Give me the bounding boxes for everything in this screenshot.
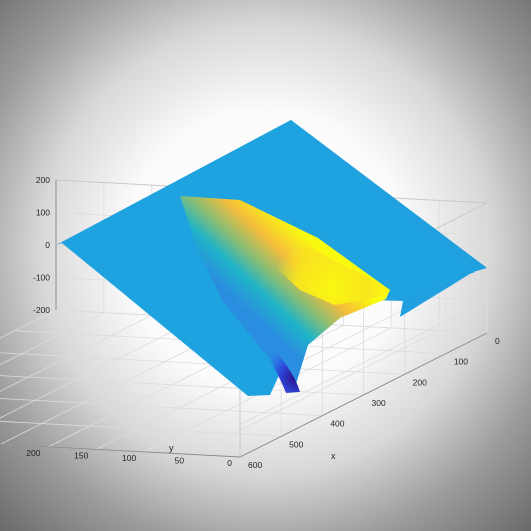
z-tick-label: -100 [33,273,50,283]
grid-line-y-floor [0,314,152,392]
y-tick-label: 0 [227,458,232,468]
grid-line-x-floor [0,398,323,417]
x-axis-line [239,332,488,458]
x-tick-label: 300 [372,398,386,408]
y-axis-line [0,443,241,458]
x-tick-label: 200 [413,377,427,387]
z-tick-label: 200 [36,175,50,185]
tick-labels: -200-10001002000501001502002503003504004… [26,175,500,470]
surface-crest [220,200,392,305]
grid-line-y-floor [0,317,200,419]
grid-line-y-floor [191,330,440,455]
x-tick-label: 100 [454,357,468,367]
x-tick-label: 500 [289,439,303,449]
z-tick-label: 100 [36,208,50,218]
z-tick-label: -200 [33,305,50,315]
z-tick-label: 0 [45,240,50,250]
grid-line-z-wall-right [239,300,488,425]
surface-trough [262,346,300,393]
y-tick-label: 50 [175,455,185,465]
grid-line-y-floor [0,309,57,339]
x-axis-label: x [331,451,336,461]
surface-ridge [180,196,390,384]
y-tick-label: 150 [74,450,88,460]
grid-line-y-floor [0,312,105,366]
grid-line-x-floor [0,352,405,375]
surface [56,120,487,396]
x-tick-label: 400 [330,419,344,429]
y-axis-label: y [169,443,174,453]
x-tick-label: 0 [495,336,500,346]
y-tick-label: 200 [26,448,40,458]
y-tick-label: 100 [122,453,136,463]
x-tick-label: 600 [248,460,262,470]
grid-line-x-floor [0,420,282,437]
